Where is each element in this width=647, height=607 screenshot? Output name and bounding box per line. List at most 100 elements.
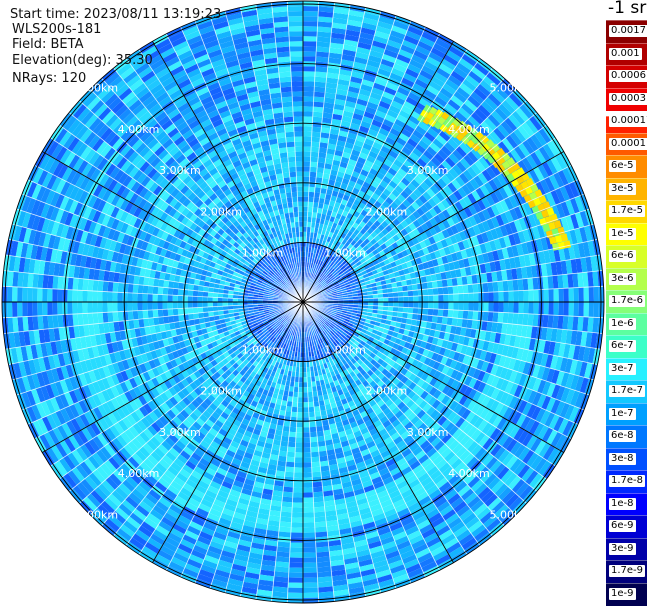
radar-bin [523, 337, 531, 350]
radar-bin [313, 501, 325, 508]
radar-bin [323, 269, 329, 275]
radar-bin [471, 274, 478, 285]
radar-bin [356, 365, 364, 373]
radar-bin [355, 269, 362, 275]
radar-bin [416, 225, 425, 235]
radar-bin [407, 290, 414, 297]
radar-bin [494, 189, 505, 202]
radar-bin [363, 231, 371, 239]
radar-bin [303, 191, 309, 197]
radar-bin [310, 146, 320, 153]
radar-bin [360, 362, 367, 370]
radar-bin [400, 44, 416, 55]
radar-bin [421, 561, 438, 573]
radar-bin [484, 262, 492, 273]
radar-bin [407, 307, 414, 314]
radar-bin [441, 339, 449, 349]
radar-bin [316, 270, 321, 276]
radar-bin [361, 251, 368, 258]
radar-bin [329, 128, 340, 136]
radar-bin [499, 259, 507, 271]
radar-bin [320, 384, 327, 391]
radar-bin [585, 256, 593, 273]
radar-bin [385, 411, 395, 420]
radar-bin [347, 339, 354, 346]
radar-bin [441, 198, 451, 210]
radar-bin [369, 471, 381, 480]
radar-bin [515, 482, 530, 497]
radar-bin [316, 328, 321, 334]
radar-bin [520, 415, 531, 430]
radar-bin [521, 432, 534, 447]
radar-bin [487, 251, 495, 263]
radar-bin [462, 453, 475, 466]
radar-bin [294, 462, 303, 468]
radar-bin [362, 164, 372, 173]
radar-bin [343, 269, 350, 275]
radar-bin [485, 230, 494, 242]
radar-bin [430, 436, 442, 448]
radar-bin [454, 392, 464, 404]
radar-bin [313, 96, 325, 103]
radar-bin [428, 302, 434, 309]
radar-bin [467, 399, 477, 412]
radar-bin [348, 302, 354, 305]
radar-bin [518, 302, 524, 314]
radar-bin [312, 286, 317, 291]
radar-bin [395, 321, 402, 328]
radar-bin [464, 99, 478, 112]
radar-bin [327, 338, 333, 345]
radar-bin [325, 158, 334, 165]
radar-bin [462, 354, 470, 365]
radar-bin [325, 328, 330, 334]
radar-bin [289, 552, 303, 558]
radar-bin [404, 378, 413, 388]
radar-bin [412, 384, 421, 394]
radar-bin [303, 457, 312, 463]
radar-bin [385, 550, 401, 560]
radar-bin [338, 130, 349, 138]
radar-bin [423, 302, 429, 309]
radar-bin [318, 249, 323, 256]
radar-bin [348, 437, 357, 446]
radar-bin [353, 235, 361, 243]
radar-bin [412, 307, 419, 315]
radar-bin [483, 117, 497, 131]
radar-bin [405, 563, 422, 574]
radar-bin [347, 416, 357, 424]
radar-bin [321, 281, 327, 287]
radar-bin [303, 151, 311, 157]
radar-bin [327, 143, 337, 150]
radar-bin [403, 160, 414, 170]
radar-bin [471, 190, 482, 202]
radar-bin [378, 467, 390, 477]
radar-bin [548, 288, 554, 302]
radar-bin [568, 181, 580, 198]
radar-bin [521, 157, 534, 172]
radar-bin [365, 489, 377, 498]
radar-bin [481, 395, 491, 408]
radar-bin [420, 167, 431, 178]
radar-bin [366, 440, 376, 449]
radar-bin [505, 438, 518, 453]
radar-bin [326, 272, 332, 278]
radar-bin [361, 573, 377, 582]
radar-bin [398, 109, 411, 120]
radar-bin [332, 292, 338, 296]
radar-bin [460, 103, 475, 116]
radar-bin [538, 460, 552, 476]
radar-bin [517, 360, 526, 374]
radar-bin [359, 266, 366, 273]
radar-bin [528, 302, 534, 315]
radar-bin [428, 207, 438, 218]
radar-bin [313, 340, 317, 346]
radar-bin [376, 285, 383, 291]
radar-bin [447, 493, 461, 505]
radar-bin [395, 136, 407, 147]
radar-bin [504, 258, 512, 270]
radar-bin [389, 30, 406, 40]
radar-bin [354, 182, 363, 191]
radar-bin [587, 240, 596, 257]
radar-bin [303, 246, 306, 252]
